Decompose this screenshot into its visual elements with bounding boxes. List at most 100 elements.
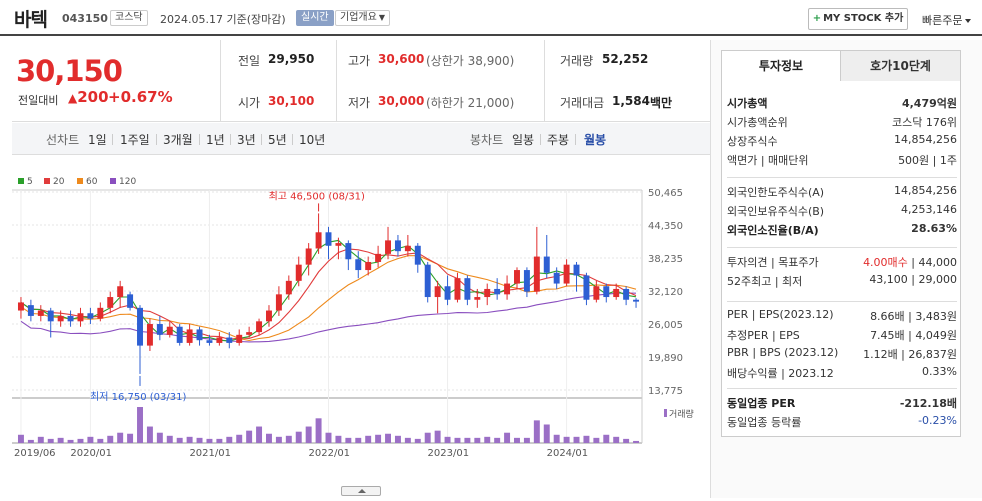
info-row-label: 동일업종 등락률 (727, 416, 802, 429)
tab-3y[interactable]: 3년 (237, 133, 256, 147)
candle-body (593, 286, 600, 300)
volume-bar (27, 439, 34, 443)
volume-bar (504, 432, 511, 443)
y-tick-label: 32,120 (648, 287, 683, 298)
plus-icon: + (812, 13, 822, 24)
candle-body (623, 288, 630, 300)
tab-1y[interactable]: 1년 (206, 133, 225, 147)
volume-bar (385, 433, 391, 443)
volume-bar (593, 437, 600, 443)
info-row-label: 시가총액순위 (727, 116, 788, 129)
info-row-value: 43,100 | 29,000 (869, 273, 957, 286)
tab-order-book[interactable]: 호가10단계 (840, 50, 961, 82)
info-row-label: 외국인보유주식수(B) (727, 205, 825, 218)
volume-bar (514, 437, 520, 443)
tab-1w[interactable]: 1주일 (120, 133, 150, 147)
volume-bar (623, 438, 630, 443)
ma60-line (20, 255, 637, 342)
x-tick-label: 2020/01 (70, 448, 112, 459)
volume-value: 52,252 (602, 52, 649, 66)
low-label: 저가 (348, 96, 371, 110)
info-row-value: 4,253,146 (901, 203, 957, 216)
info-row-rest: | 44,000 (907, 256, 957, 269)
volume-bar (404, 437, 411, 443)
candle-body (414, 245, 421, 265)
volume-bar (176, 437, 183, 443)
y-tick-label: 13,775 (648, 386, 683, 397)
info-row-value: 7.45배 | 4,049원 (870, 329, 957, 342)
candle-body (216, 337, 223, 343)
info-row-value: 500원 | 1주 (898, 154, 957, 167)
candle-body (47, 310, 54, 322)
candle-body (295, 264, 302, 281)
volume-bar (37, 436, 44, 443)
divider (199, 134, 200, 145)
info-row: 추정PER | EPS 7.45배 | 4,049원 (727, 327, 957, 343)
volume-bar (47, 438, 54, 443)
candle-body (494, 288, 501, 295)
candle-body (27, 305, 34, 316)
divider (336, 40, 337, 122)
volume-bar (613, 436, 620, 443)
chart-collapse-button[interactable] (341, 486, 381, 496)
x-tick-label: 2023/01 (428, 448, 470, 459)
candle-body (523, 270, 530, 292)
info-row-value: 14,854,256 (894, 184, 957, 197)
candle-body (404, 245, 411, 252)
volume-bar (295, 431, 302, 443)
volume-bar (345, 437, 352, 443)
info-row-label: 시가총액 (727, 97, 768, 110)
candle-body (246, 332, 253, 335)
volume-bar (375, 434, 382, 443)
change-label: 전일대비 (18, 94, 59, 107)
tab-daily[interactable]: 일봉 (512, 133, 535, 147)
y-tick-label: 44,350 (648, 221, 683, 232)
company-info-dropdown[interactable]: 기업개요 ▼ (335, 10, 390, 26)
info-row-value: -0.23% (918, 414, 957, 427)
volume-bar (603, 434, 610, 443)
divider (230, 134, 231, 145)
candle-body (37, 310, 44, 316)
mystock-label: MY STOCK 추가 (823, 13, 904, 24)
tab-monthly[interactable]: 월봉 (584, 133, 607, 147)
volume-bar (424, 432, 431, 443)
y-tick-label: 50,465 (648, 188, 683, 199)
volume-bar (583, 435, 590, 443)
info-row: 동일업종 PER -212.18배 (727, 395, 957, 411)
volume-bar (573, 436, 580, 443)
tab-3m[interactable]: 3개월 (163, 133, 193, 147)
info-row: 투자의견 | 목표주가 4.00매수 | 44,000 (727, 254, 957, 270)
candle-body (117, 286, 124, 298)
info-row-label: PBR | BPS (2023.12) (727, 346, 839, 359)
mystock-add-button[interactable]: + MY STOCK 추가 (808, 8, 908, 30)
low-value: 30,000 (378, 94, 425, 108)
candle-body (67, 315, 74, 322)
volume-bar (325, 432, 332, 443)
tab-5y[interactable]: 5년 (268, 133, 287, 147)
tab-10y[interactable]: 10년 (299, 133, 326, 147)
volume-bar (57, 437, 64, 443)
change-percent: +0.67% (108, 88, 173, 106)
candle-body (444, 286, 451, 300)
quick-order-button[interactable]: 빠른주문 (922, 12, 971, 28)
market-badge: 코스닥 (110, 10, 148, 26)
tab-invest-info[interactable]: 투자정보 (721, 50, 841, 82)
divider (112, 134, 113, 145)
volume-bar (186, 436, 193, 443)
tab-weekly[interactable]: 주봉 (547, 133, 570, 147)
candle-body (315, 232, 322, 249)
volume-bar (434, 430, 441, 443)
company-info-label: 기업개요 (340, 12, 377, 23)
stock-header: 바텍 043150 코스닥 2024.05.17 기준(장마감) 실시간 기업개… (0, 0, 982, 36)
candle-body (97, 307, 104, 319)
realtime-button[interactable]: 실시간 (296, 10, 334, 26)
info-row-value: 4.00매수 | 44,000 (863, 254, 957, 270)
divider (727, 388, 957, 389)
volume-bar (464, 437, 471, 443)
tab-1d[interactable]: 1일 (88, 133, 107, 147)
volume-bar (127, 433, 134, 443)
volume-bar (285, 435, 292, 443)
info-row-value: 0.33% (922, 365, 957, 378)
candle-body (57, 315, 64, 322)
volume-bar (563, 436, 570, 443)
